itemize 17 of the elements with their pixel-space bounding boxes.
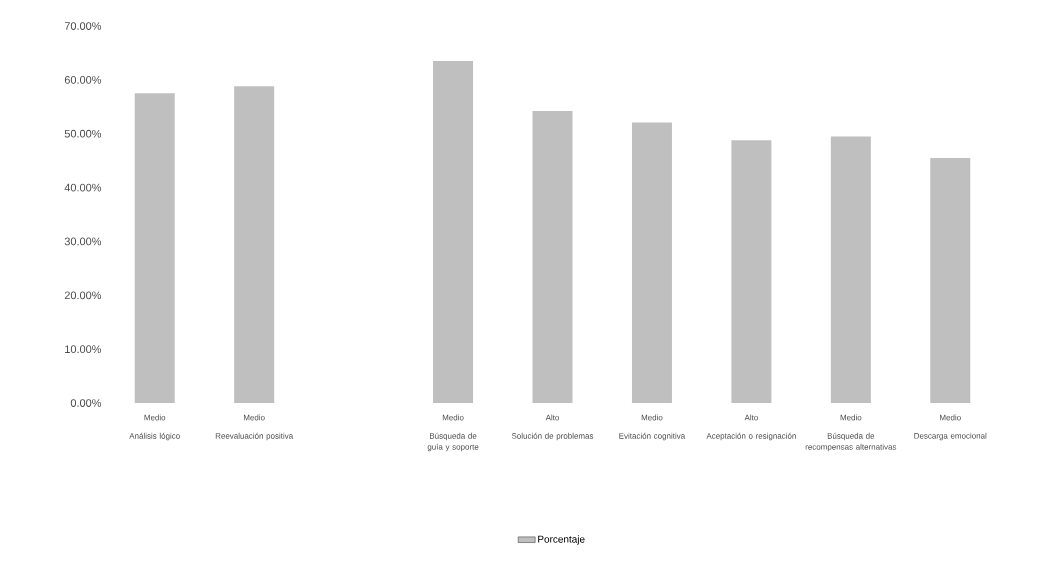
y-tick-label: 70.00% <box>64 22 102 30</box>
bar <box>532 111 573 403</box>
bar <box>433 61 474 403</box>
bar <box>930 157 971 403</box>
y-tick-label: 20.00% <box>64 291 102 300</box>
y-tick-label: 30.00% <box>64 237 102 246</box>
y-tick-label: 40.00% <box>64 183 102 192</box>
y-tick-label: 50.00% <box>64 129 102 138</box>
y-tick-label: 10.00% <box>65 345 102 354</box>
bar <box>134 93 175 403</box>
y-tick-label: 60.00% <box>64 75 102 84</box>
legend-label: Porcentaje <box>538 535 585 545</box>
y-tick-label: 0.00% <box>70 399 102 407</box>
bar <box>731 140 772 403</box>
bar <box>234 86 275 403</box>
bar <box>830 136 871 403</box>
bar <box>631 122 672 403</box>
